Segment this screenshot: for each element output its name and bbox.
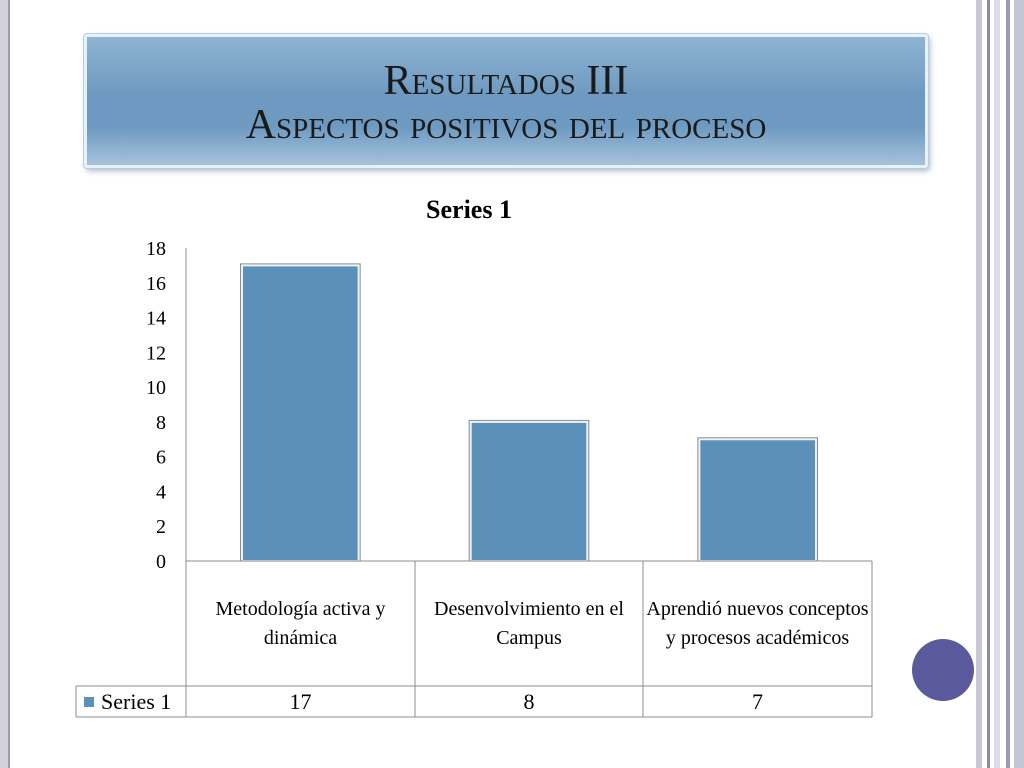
slide-title-line-1: Resultados III — [383, 58, 629, 104]
decorative-circle — [912, 639, 974, 701]
y-tick-label: 2 — [156, 516, 166, 538]
slide-right-stripes — [974, 0, 1024, 768]
data-table-grid — [75, 560, 873, 718]
bar — [698, 438, 817, 562]
legend-label: Series 1 — [101, 689, 172, 714]
slide-title-box: Resultados III Aspectos positivos del pr… — [84, 34, 928, 168]
table-value-cell: 17 — [289, 689, 312, 714]
category-label: Metodología activa y dinámica — [215, 597, 386, 649]
y-axis-ticks: 0 2 4 6 8 10 12 14 16 18 — [146, 238, 166, 573]
y-tick-label: 0 — [156, 551, 166, 573]
bar — [469, 420, 589, 562]
table-value-cell: 7 — [752, 689, 763, 714]
y-tick-label: 12 — [146, 342, 166, 364]
y-tick-label: 8 — [156, 412, 166, 434]
y-tick-label: 18 — [146, 238, 166, 260]
y-tick-label: 4 — [156, 481, 166, 503]
chart-title: Series 1 — [426, 195, 512, 224]
slide-title-line-2: Aspectos positivos del proceso — [245, 102, 767, 148]
bar — [241, 264, 360, 562]
y-tick-label: 10 — [146, 377, 166, 399]
y-tick-label: 16 — [146, 273, 166, 295]
category-label: Aprendió nuevos conceptos y procesos aca… — [646, 597, 869, 649]
slide-left-border — [0, 0, 10, 768]
legend-key — [84, 697, 94, 707]
bars — [240, 263, 818, 562]
y-tick-label: 14 — [146, 308, 166, 330]
table-value-cell: 8 — [523, 689, 535, 714]
y-tick-label: 6 — [156, 447, 166, 469]
category-label: Desenvolvimiento en el Campus — [434, 597, 624, 649]
